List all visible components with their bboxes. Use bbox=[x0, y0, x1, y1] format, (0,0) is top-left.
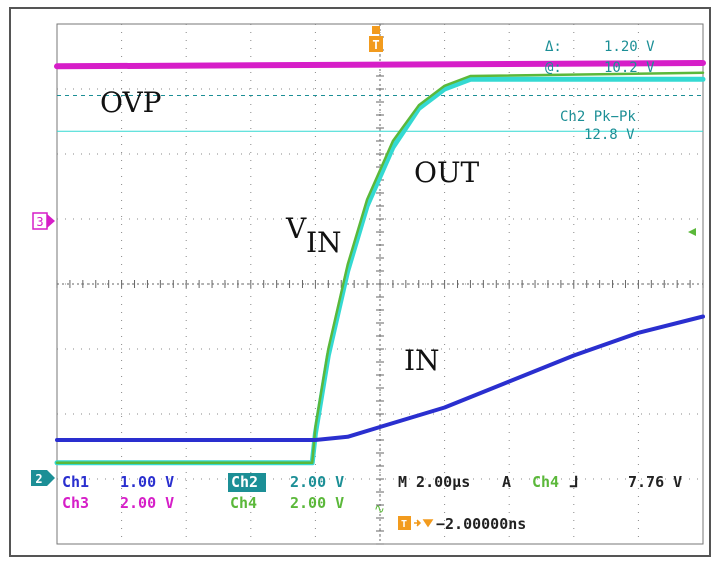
traces bbox=[54, 60, 706, 466]
trigger-marker-label: T bbox=[372, 38, 379, 52]
annotation-ovp: OVP bbox=[100, 86, 162, 119]
trigger-slope: ⅃ bbox=[569, 473, 578, 491]
meas-pkpk-value: 12.8 V bbox=[584, 127, 635, 143]
meas-delta-label: Δ: bbox=[545, 39, 562, 55]
trigger-position-icon-label: T bbox=[401, 519, 407, 530]
meas-delta-value: 1.20 V bbox=[604, 39, 655, 55]
channel-readouts: Ch1 1.00 V Ch2 2.00 V M 2.00µs A Ch4 ⅃ 7… bbox=[62, 473, 682, 533]
ch2-label: Ch2 bbox=[231, 473, 258, 491]
series-ch1-line bbox=[55, 314, 705, 442]
trigger-source: Ch4 bbox=[532, 473, 559, 491]
ch1-label: Ch1 bbox=[62, 473, 89, 491]
ch3-label: Ch3 bbox=[62, 494, 89, 512]
meas-at-value: 10.2 V bbox=[604, 60, 655, 76]
ch3-scale: 2.00 V bbox=[120, 494, 174, 512]
annotation-out: OUT bbox=[414, 156, 480, 189]
trigger-level-arrow bbox=[688, 228, 696, 236]
ch4-scale: 2.00 V bbox=[290, 494, 344, 512]
meas-at-label: @: bbox=[545, 60, 562, 76]
ch4-label: Ch4 bbox=[230, 494, 257, 512]
ch1-scale: 1.00 V bbox=[120, 473, 174, 491]
trigger-mode: A bbox=[502, 473, 511, 491]
graticule bbox=[56, 23, 704, 545]
ch3-marker: 3 bbox=[32, 212, 55, 230]
ch2-marker: 2 bbox=[31, 470, 55, 486]
trigger-position-icon bbox=[398, 516, 411, 530]
annotation-vin-subscript: IN bbox=[306, 226, 342, 259]
bandwidth-limit-icon: ∿ bbox=[374, 502, 385, 517]
ch3-marker-label: 3 bbox=[36, 215, 43, 229]
meas-pkpk-label: Ch2 Pk−Pk bbox=[560, 109, 636, 125]
ch2-scale: 2.00 V bbox=[290, 473, 344, 491]
annotation-in: IN bbox=[404, 344, 440, 377]
ch2-badge bbox=[228, 473, 266, 492]
trigger-marker: T bbox=[369, 26, 383, 52]
annotation-vin: V bbox=[285, 212, 307, 245]
timebase: M 2.00µs bbox=[398, 473, 470, 491]
ch2-marker-label: 2 bbox=[35, 472, 42, 486]
series-ch3-line bbox=[54, 60, 706, 70]
trigger-position-arrow-icon bbox=[414, 519, 434, 528]
trigger-position: −2.00000ns bbox=[436, 515, 526, 533]
trigger-level: 7.76 V bbox=[628, 473, 682, 491]
